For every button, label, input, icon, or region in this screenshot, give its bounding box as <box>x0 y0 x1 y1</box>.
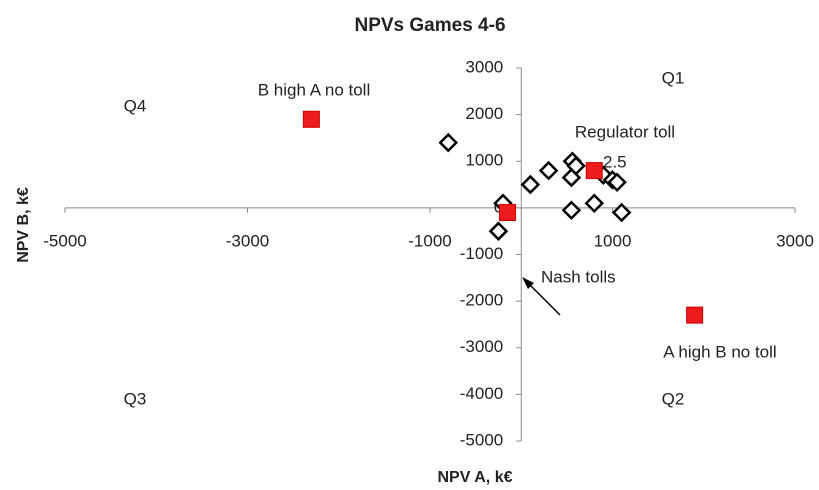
annotation: Q2 <box>662 389 685 408</box>
x-tick-label: -5000 <box>43 231 86 250</box>
diamond-point <box>538 160 559 181</box>
square-point <box>499 204 517 222</box>
annotation: A high B no toll <box>663 342 776 361</box>
annotation: Nash tolls <box>541 267 616 286</box>
annotation: B high A no toll <box>258 80 370 99</box>
y-tick-label: 1000 <box>465 151 503 170</box>
diamond-point <box>584 193 605 213</box>
arrow-head <box>522 277 534 289</box>
diamond-point <box>611 202 632 223</box>
diamond-point <box>561 167 582 188</box>
x-axis-label: NPV A, k€ <box>438 469 513 486</box>
y-tick-label: 3000 <box>465 57 503 76</box>
annotation: Q3 <box>124 389 147 408</box>
y-tick-label: -3000 <box>460 337 503 356</box>
diamond-point <box>520 174 541 195</box>
y-tick-label: -4000 <box>460 384 503 403</box>
diamond-point <box>561 200 582 220</box>
annotation-arrow <box>525 280 561 316</box>
chart-title: NPVs Games 4-6 <box>354 15 505 36</box>
annotation: 2.5 <box>603 152 627 171</box>
y-axis-label: NPV B, k€ <box>15 187 32 263</box>
y-tick-label: -2000 <box>460 291 503 310</box>
annotation: Q1 <box>662 68 685 87</box>
diamond-point <box>488 221 509 241</box>
square-point <box>686 306 704 324</box>
y-tick-label: -1000 <box>460 244 503 263</box>
diamond-point <box>438 132 459 153</box>
x-tick-label: 3000 <box>776 231 814 250</box>
x-tick-label: 1000 <box>594 231 632 250</box>
y-tick-label: 2000 <box>465 104 503 123</box>
square-point <box>302 110 320 128</box>
square-point <box>585 162 603 180</box>
annotation: Regulator toll <box>575 122 675 141</box>
diamond-point <box>607 172 627 192</box>
y-tick-label: -5000 <box>460 430 503 449</box>
annotation: Q4 <box>124 96 147 115</box>
x-tick-label: -3000 <box>226 231 269 250</box>
x-tick-label: -1000 <box>408 231 451 250</box>
